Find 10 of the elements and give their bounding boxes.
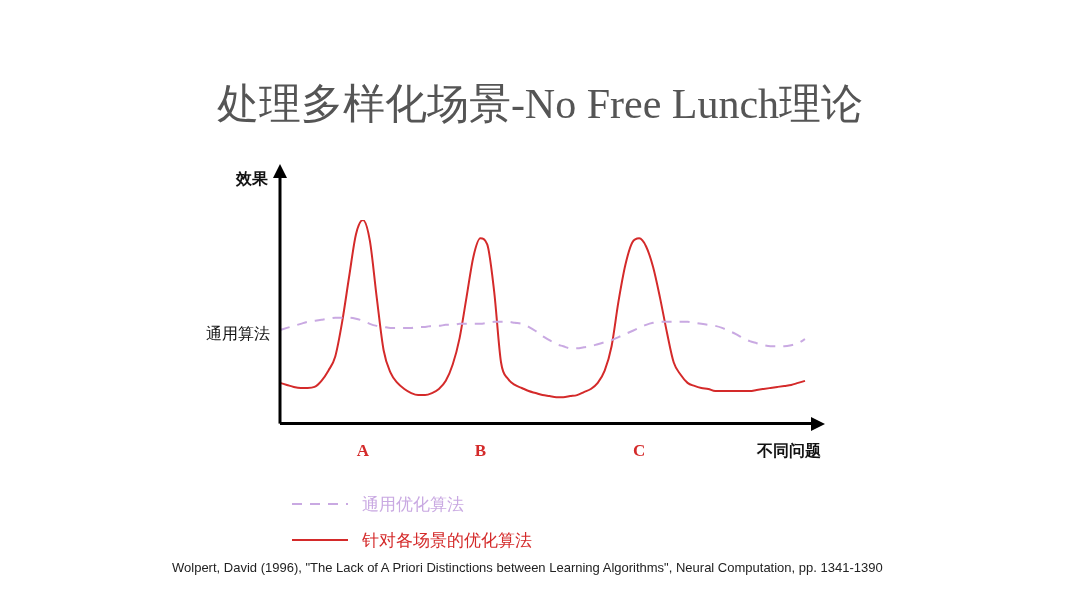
legend-label: 通用优化算法 [362, 492, 464, 516]
legend-label: 针对各场景的优化算法 [362, 528, 532, 552]
text: 通用算法 [206, 324, 270, 345]
x-axis-title: 不同问题 [756, 440, 821, 460]
chart-title: 处理多样化场景-No Free Lunch理论 [215, 80, 865, 129]
text: Wolpert, David (1996), "The Lack of A Priori Distinctions between Learning Algorithms", Neural Computation, pp. 1341-1390 [172, 560, 883, 575]
x-tick-label: A [356, 441, 370, 461]
y-axis-title: 效果 [235, 169, 269, 189]
x-tick-label: C [633, 441, 646, 461]
x-tick-label: B [474, 441, 486, 461]
